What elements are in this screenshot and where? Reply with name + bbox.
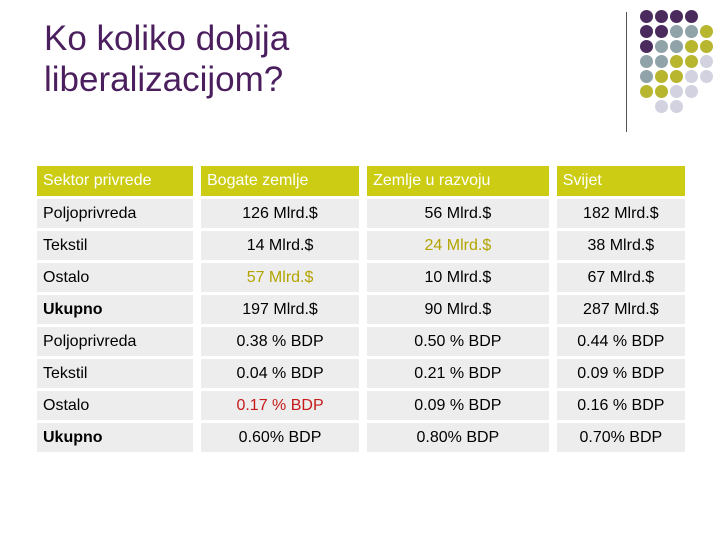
- decorative-dot: [670, 100, 683, 113]
- decorative-dot: [670, 40, 683, 53]
- cell-world: 287 Mlrd.$: [556, 295, 685, 324]
- cell-rich: 0.38 % BDP: [201, 327, 360, 356]
- decorative-dot: [685, 85, 698, 98]
- cell-developing: 56 Mlrd.$: [367, 199, 549, 228]
- cell-rich: 197 Mlrd.$: [201, 295, 360, 324]
- decorative-dot: [670, 25, 683, 38]
- cell-developing: 0.21 % BDP: [367, 359, 549, 388]
- header-sector: Sektor privrede: [37, 166, 193, 196]
- cell-rich: 57 Mlrd.$: [201, 263, 360, 292]
- decorative-dot: [670, 85, 683, 98]
- decorative-dot: [685, 70, 698, 83]
- header-rich-countries: Bogate zemlje: [201, 166, 360, 196]
- decorative-dot: [655, 25, 668, 38]
- title-line-2: liberalizacijom?: [44, 60, 284, 99]
- cell-world: 67 Mlrd.$: [556, 263, 685, 292]
- decorative-dot: [670, 55, 683, 68]
- table-row: Poljoprivreda 0.38 % BDP 0.50 % BDP 0.44…: [37, 327, 685, 356]
- decorative-dot: [685, 40, 698, 53]
- decorative-dot: [655, 55, 668, 68]
- decorative-divider: [626, 12, 627, 132]
- table-row: Tekstil 14 Mlrd.$ 24 Mlrd.$ 38 Mlrd.$: [37, 231, 685, 260]
- table-row: Poljoprivreda 126 Mlrd.$ 56 Mlrd.$ 182 M…: [37, 199, 685, 228]
- header-developing-countries: Zemlje u razvoju: [367, 166, 549, 196]
- cell-world: 0.44 % BDP: [556, 327, 685, 356]
- decorative-dot: [655, 85, 668, 98]
- cell-rich: 14 Mlrd.$: [201, 231, 360, 260]
- row-label: Ostalo: [37, 263, 193, 292]
- decorative-dot: [640, 70, 653, 83]
- row-label: Ostalo: [37, 391, 193, 420]
- decorative-dot: [640, 55, 653, 68]
- liberalization-gains-table: Sektor privrede Bogate zemlje Zemlje u r…: [37, 163, 685, 455]
- row-label: Tekstil: [37, 231, 193, 260]
- decorative-dot-grid: [640, 10, 720, 120]
- slide-title: Ko koliko dobija liberalizacijom?: [44, 18, 289, 100]
- decorative-dot: [685, 10, 698, 23]
- decorative-dot: [640, 10, 653, 23]
- cell-developing: 0.50 % BDP: [367, 327, 549, 356]
- row-label: Tekstil: [37, 359, 193, 388]
- cell-world: 38 Mlrd.$: [556, 231, 685, 260]
- decorative-dot: [655, 10, 668, 23]
- decorative-dot: [655, 100, 668, 113]
- table-row: Ukupno 0.60% BDP 0.80% BDP 0.70% BDP: [37, 423, 685, 452]
- table-row: Ostalo 0.17 % BDP 0.09 % BDP 0.16 % BDP: [37, 391, 685, 420]
- table-row: Ostalo 57 Mlrd.$ 10 Mlrd.$ 67 Mlrd.$: [37, 263, 685, 292]
- cell-world: 0.09 % BDP: [556, 359, 685, 388]
- decorative-dot: [685, 55, 698, 68]
- cell-rich: 0.04 % BDP: [201, 359, 360, 388]
- cell-developing: 0.09 % BDP: [367, 391, 549, 420]
- decorative-dot: [700, 70, 713, 83]
- cell-world: 0.70% BDP: [556, 423, 685, 452]
- cell-world: 0.16 % BDP: [556, 391, 685, 420]
- table-row: Ukupno 197 Mlrd.$ 90 Mlrd.$ 287 Mlrd.$: [37, 295, 685, 324]
- title-line-1: Ko koliko dobija: [44, 19, 290, 58]
- decorative-dot: [670, 70, 683, 83]
- decorative-dot: [655, 40, 668, 53]
- table-header-row: Sektor privrede Bogate zemlje Zemlje u r…: [37, 166, 685, 196]
- decorative-dot: [640, 25, 653, 38]
- decorative-dot: [640, 40, 653, 53]
- decorative-dot: [700, 25, 713, 38]
- cell-rich: 0.17 % BDP: [201, 391, 360, 420]
- cell-developing: 10 Mlrd.$: [367, 263, 549, 292]
- cell-world: 182 Mlrd.$: [556, 199, 685, 228]
- cell-developing: 0.80% BDP: [367, 423, 549, 452]
- header-world: Svijet: [556, 166, 685, 196]
- row-label: Poljoprivreda: [37, 199, 193, 228]
- row-label: Poljoprivreda: [37, 327, 193, 356]
- decorative-dot: [700, 40, 713, 53]
- cell-rich: 126 Mlrd.$: [201, 199, 360, 228]
- decorative-dot: [670, 10, 683, 23]
- row-label: Ukupno: [37, 423, 193, 452]
- decorative-dot: [655, 70, 668, 83]
- row-label: Ukupno: [37, 295, 193, 324]
- decorative-dot: [640, 85, 653, 98]
- table-row: Tekstil 0.04 % BDP 0.21 % BDP 0.09 % BDP: [37, 359, 685, 388]
- cell-rich: 0.60% BDP: [201, 423, 360, 452]
- decorative-dot: [700, 55, 713, 68]
- cell-developing: 24 Mlrd.$: [367, 231, 549, 260]
- cell-developing: 90 Mlrd.$: [367, 295, 549, 324]
- decorative-dot: [685, 25, 698, 38]
